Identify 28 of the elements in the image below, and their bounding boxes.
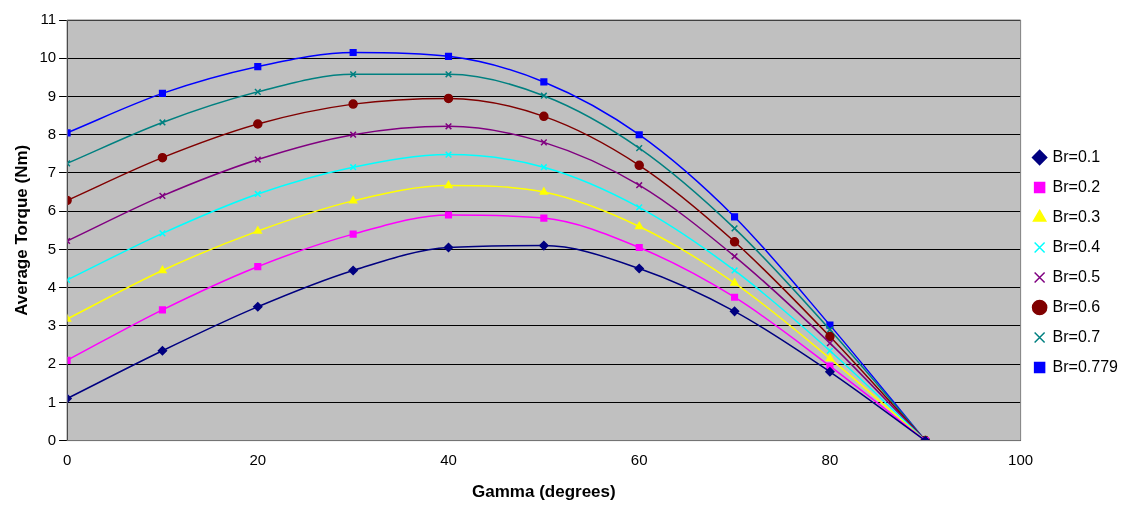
y-tick-label: 11: [40, 10, 57, 28]
y-tick-label: 3: [47, 316, 57, 334]
legend-label: Br=0.7: [1052, 327, 1101, 345]
legend-label: Br=0.1: [1052, 147, 1101, 165]
x-tick-label: 0: [62, 450, 72, 468]
y-tick-label: 2: [47, 354, 57, 372]
x-tick-label: 20: [249, 450, 267, 468]
y-tick-label: 5: [47, 239, 57, 257]
y-tick-label: 4: [47, 277, 57, 295]
y-tick-label: 8: [47, 124, 57, 142]
legend-label: Br=0.779: [1052, 357, 1119, 375]
y-tick-label: 6: [47, 201, 57, 219]
legend-label: Br=0.2: [1052, 177, 1101, 195]
y-tick-label: 9: [47, 86, 57, 104]
x-tick-label: 60: [630, 450, 648, 468]
y-tick-label: 0: [47, 430, 57, 448]
x-axis-title: Gamma (degrees): [472, 482, 616, 502]
legend-label: Br=0.5: [1052, 267, 1101, 285]
y-tick-label: 1: [47, 392, 57, 410]
x-tick-label: 40: [440, 450, 457, 468]
y-tick-label: 7: [47, 163, 57, 181]
legend-label: Br=0.4: [1052, 237, 1101, 255]
y-axis-title: Average Torque (Nm): [11, 144, 31, 316]
x-tick-label: 100: [1008, 450, 1034, 468]
legend-label: Br=0.6: [1052, 297, 1101, 315]
x-tick-label: 80: [821, 450, 839, 468]
y-tick-label: 10: [39, 48, 57, 66]
legend-label: Br=0.3: [1052, 207, 1101, 225]
